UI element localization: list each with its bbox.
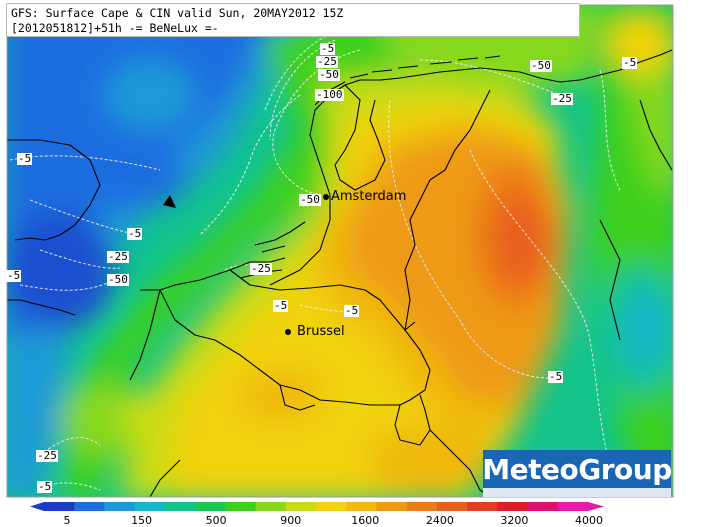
cin-label: -5 (6, 269, 22, 282)
colorbar-arrow-right (588, 502, 604, 511)
cape-colorbar (30, 502, 604, 511)
colorbar-arrow-left (30, 502, 44, 511)
colorbar-segment (164, 502, 196, 511)
colorbar-segment (74, 502, 105, 511)
colorbar-segment (104, 502, 136, 511)
colorbar-segment (557, 502, 589, 511)
colorbar-tick-label: 150 (131, 514, 153, 527)
colorbar-segment (255, 502, 287, 511)
colorbar-segment (44, 502, 75, 511)
cin-label: -50 (107, 273, 129, 286)
colorbar-tick-label: 3200 (500, 514, 529, 527)
cape-field (7, 5, 673, 497)
cin-label: -5 (548, 370, 564, 383)
header-line-1: GFS: Surface Cape & CIN valid Sun, 20MAY… (11, 6, 344, 20)
city-label-amsterdam: Amsterdam (331, 189, 407, 204)
cin-label: -25 (316, 55, 338, 68)
brand-name: MeteoGroup (482, 453, 672, 486)
map-header: GFS: Surface Cape & CIN valid Sun, 20MAY… (6, 3, 580, 37)
cin-label: -25 (36, 449, 58, 462)
cin-label: -50 (318, 68, 340, 81)
colorbar-tick-label: 500 (205, 514, 227, 527)
cin-label: -25 (551, 92, 573, 105)
colorbar-segment (285, 502, 317, 511)
cin-label: -25 (107, 250, 129, 263)
meteogroup-logo: MeteoGroup (482, 450, 672, 497)
colorbar-segment (195, 502, 226, 511)
colorbar-segment (527, 502, 559, 511)
colorbar-tick-label: 5 (63, 514, 71, 527)
cin-label: -5 (273, 299, 289, 312)
colorbar-segment (376, 502, 408, 511)
colorbar-segment (436, 502, 468, 511)
cin-label: -5 (344, 304, 360, 317)
cin-label: -25 (250, 262, 272, 275)
cin-label: -50 (530, 59, 552, 72)
colorbar-tick-label: 4000 (575, 514, 603, 527)
cin-label: -50 (299, 193, 321, 206)
colorbar-tick-label: 1600 (351, 514, 380, 527)
colorbar-segment (225, 502, 257, 511)
colorbar-segment (134, 502, 166, 511)
cin-label: -5 (17, 152, 33, 165)
colorbar-tick-label: 2400 (425, 514, 454, 527)
cin-label: -5 (37, 480, 53, 493)
city-marker-amsterdam (323, 194, 329, 200)
cin-label: -5 (127, 227, 143, 240)
colorbar-tick-label: 900 (280, 514, 302, 527)
colorbar-segment (497, 502, 529, 511)
cin-label: -100 (315, 88, 344, 101)
cin-label: -5 (622, 56, 638, 69)
colorbar-segment (467, 502, 498, 511)
city-marker-brussel (285, 329, 291, 335)
header-line-2: [2012051812]+51h -= BeNeLux =- (11, 21, 219, 35)
colorbar-segment (316, 502, 347, 511)
colorbar-segment (346, 502, 377, 511)
city-label-brussel: Brussel (297, 324, 345, 339)
colorbar-segment (406, 502, 438, 511)
cin-label: -5 (320, 42, 336, 55)
